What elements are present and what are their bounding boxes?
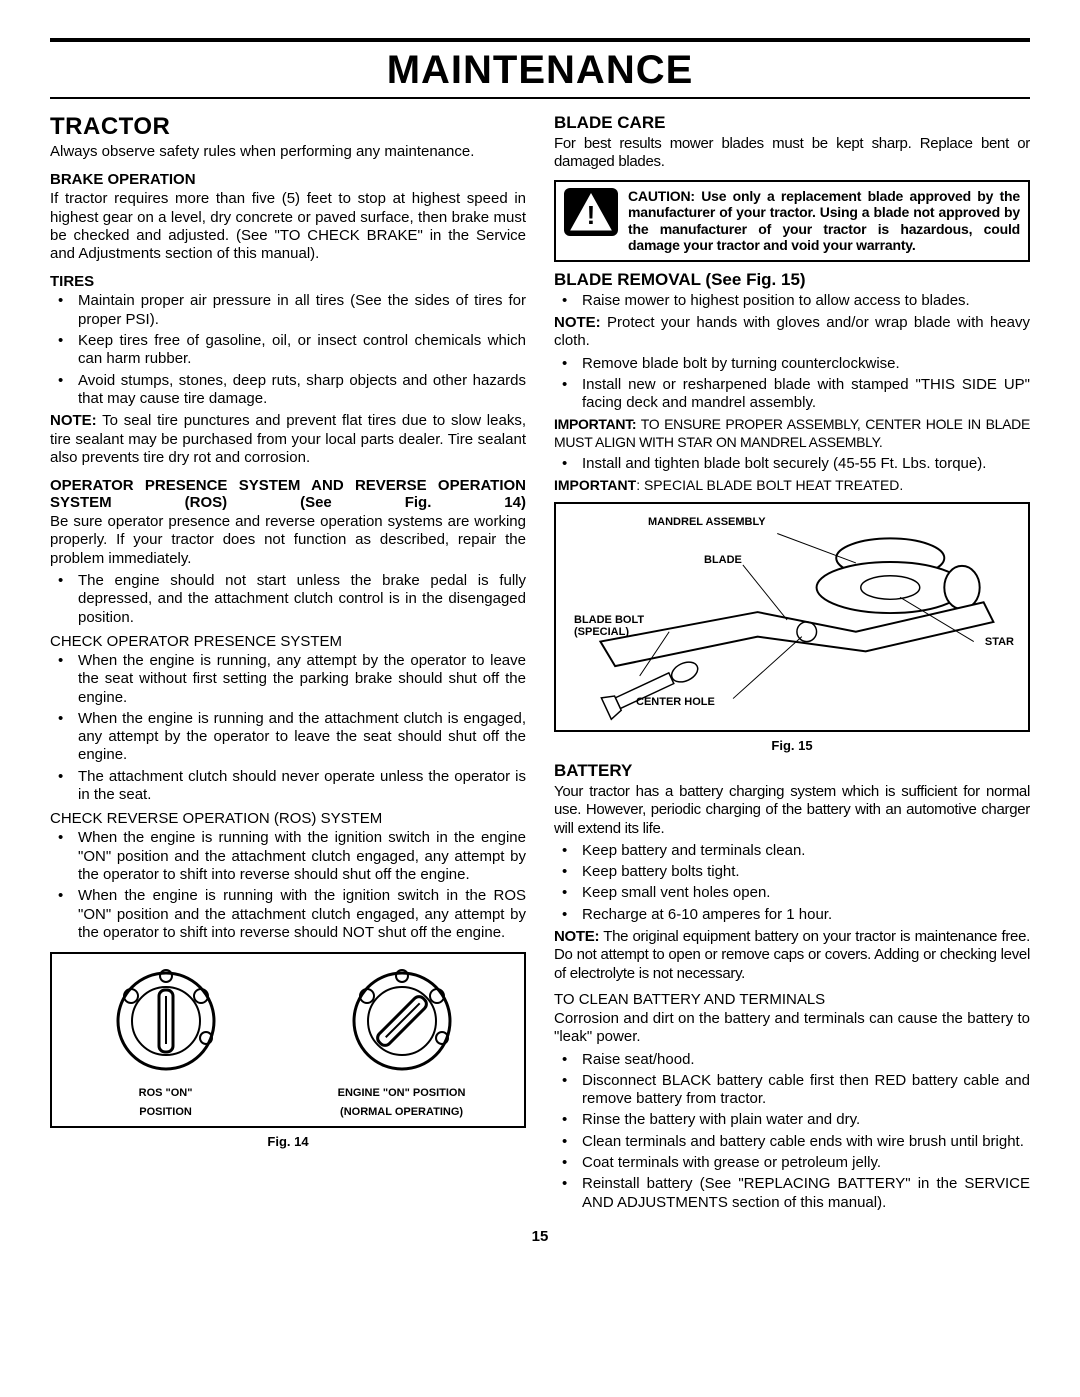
tires-note: NOTE: To seal tire punctures and prevent…	[50, 412, 526, 467]
ignition-switch-ros-icon	[111, 966, 221, 1076]
list-item: Raise mower to highest position to allow…	[554, 292, 1030, 310]
removal-list-1: Raise mower to highest position to allow…	[554, 292, 1030, 310]
check1-list: When the engine is running, any attempt …	[50, 652, 526, 804]
list-item: Reinstall battery (See "REPLACING BATTER…	[554, 1175, 1030, 1212]
list-item: Clean terminals and battery cable ends w…	[554, 1133, 1030, 1151]
list-item: When the engine is running with the igni…	[50, 829, 526, 884]
page-number: 15	[50, 1228, 1030, 1245]
ops-heading: OPERATOR PRESENCE SYSTEM AND REVERSE OPE…	[50, 477, 526, 511]
check1-heading: CHECK OPERATOR PRESENCE SYSTEM	[50, 633, 526, 650]
list-item: Disconnect BLACK battery cable first the…	[554, 1072, 1030, 1109]
tractor-intro: Always observe safety rules when perform…	[50, 143, 526, 161]
list-item: Raise seat/hood.	[554, 1051, 1030, 1069]
check2-heading: CHECK REVERSE OPERATION (ROS) SYSTEM	[50, 810, 526, 827]
list-item: The engine should not start unless the b…	[50, 572, 526, 627]
clean-list: Raise seat/hood. Disconnect BLACK batter…	[554, 1051, 1030, 1212]
ros-label-line2: POSITION	[111, 1106, 221, 1119]
fig14-caption: Fig. 14	[50, 1134, 526, 1149]
removal-note1: NOTE: Protect your hands with gloves and…	[554, 314, 1030, 351]
title-underline	[50, 97, 1030, 99]
fig15-star-label: STAR	[985, 636, 1014, 648]
engine-label-line2: (NORMAL OPERATING)	[338, 1106, 466, 1119]
list-item: Coat terminals with grease or petroleum …	[554, 1154, 1030, 1172]
list-item: When the engine is running with the igni…	[50, 887, 526, 942]
fig15-caption: Fig. 15	[554, 738, 1030, 753]
list-item: Rinse the battery with plain water and d…	[554, 1111, 1030, 1129]
removal-heading: BLADE REMOVAL (See Fig. 15)	[554, 270, 1030, 290]
ops-list-1: The engine should not start unless the b…	[50, 572, 526, 627]
figure-14-box: ROS "ON" POSITION	[50, 952, 526, 1128]
list-item: Keep tires free of gasoline, oil, or ins…	[50, 332, 526, 369]
list-item: Install and tighten blade bolt securely …	[554, 455, 1030, 473]
battery-list-1: Keep battery and terminals clean. Keep b…	[554, 842, 1030, 924]
list-item: Keep small vent holes open.	[554, 884, 1030, 902]
check2-list: When the engine is running with the igni…	[50, 829, 526, 942]
list-item: Remove blade bolt by turning countercloc…	[554, 355, 1030, 373]
battery-heading: BATTERY	[554, 761, 1030, 781]
warning-icon: !	[564, 188, 618, 236]
tires-heading: TIRES	[50, 273, 526, 290]
list-item: Recharge at 6-10 amperes for 1 hour.	[554, 906, 1030, 924]
fig15-mandrel-label: MANDREL ASSEMBLY	[648, 516, 766, 528]
ros-on-switch: ROS "ON" POSITION	[111, 966, 221, 1118]
list-item: Install new or resharpened blade with st…	[554, 376, 1030, 413]
list-item: Keep battery and terminals clean.	[554, 842, 1030, 860]
list-item: When the engine is running and the attac…	[50, 710, 526, 765]
tractor-heading: TRACTOR	[50, 113, 526, 141]
removal-list-2: Remove blade bolt by turning countercloc…	[554, 355, 1030, 413]
brake-heading: BRAKE OPERATION	[50, 171, 526, 188]
list-item: Maintain proper air pressure in all tire…	[50, 292, 526, 329]
bladecare-heading: BLADE CARE	[554, 113, 1030, 133]
list-item: The attachment clutch should never opera…	[50, 768, 526, 805]
tires-list: Maintain proper air pressure in all tire…	[50, 292, 526, 408]
figure-15-box: MANDREL ASSEMBLY BLADE BLADE BOLT(SPECIA…	[554, 502, 1030, 732]
engine-label-line1: ENGINE "ON" POSITION	[338, 1087, 466, 1100]
caution-box: ! CAUTION: Use only a replacement blade …	[554, 180, 1030, 262]
removal-list-3: Install and tighten blade bolt securely …	[554, 455, 1030, 473]
bladecare-intro: For best results mower blades must be ke…	[554, 135, 1030, 172]
engine-on-switch: ENGINE "ON" POSITION (NORMAL OPERATING)	[338, 966, 466, 1118]
clean-heading: TO CLEAN BATTERY AND TERMINALS	[554, 991, 1030, 1008]
brake-body: If tractor requires more than five (5) f…	[50, 190, 526, 263]
battery-note: NOTE: The original equipment battery on …	[554, 928, 1030, 983]
right-column: BLADE CARE For best results mower blades…	[554, 113, 1030, 1216]
list-item: Avoid stumps, stones, deep ruts, sharp o…	[50, 372, 526, 409]
fig15-bladebolt-label: BLADE BOLT(SPECIAL)	[574, 614, 644, 638]
ignition-switch-engine-icon	[347, 966, 457, 1076]
svg-text:!: !	[587, 200, 596, 230]
left-column: TRACTOR Always observe safety rules when…	[50, 113, 526, 1216]
battery-intro: Your tractor has a battery charging syst…	[554, 783, 1030, 838]
removal-important1: IMPORTANT: TO ENSURE PROPER ASSEMBLY, CE…	[554, 416, 1030, 450]
fig15-centerhole-label: CENTER HOLE	[636, 696, 715, 708]
ros-label-line1: ROS "ON"	[111, 1087, 221, 1100]
page-title: MAINTENANCE	[50, 42, 1030, 97]
caution-text: CAUTION: Use only a replacement blade ap…	[628, 188, 1020, 254]
fig15-blade-label: BLADE	[704, 554, 742, 566]
clean-intro: Corrosion and dirt on the battery and te…	[554, 1010, 1030, 1047]
two-column-layout: TRACTOR Always observe safety rules when…	[50, 113, 1030, 1216]
ops-intro: Be sure operator presence and reverse op…	[50, 513, 526, 568]
removal-important2: IMPORTANT: SPECIAL BLADE BOLT HEAT TREAT…	[554, 477, 1030, 494]
list-item: When the engine is running, any attempt …	[50, 652, 526, 707]
list-item: Keep battery bolts tight.	[554, 863, 1030, 881]
